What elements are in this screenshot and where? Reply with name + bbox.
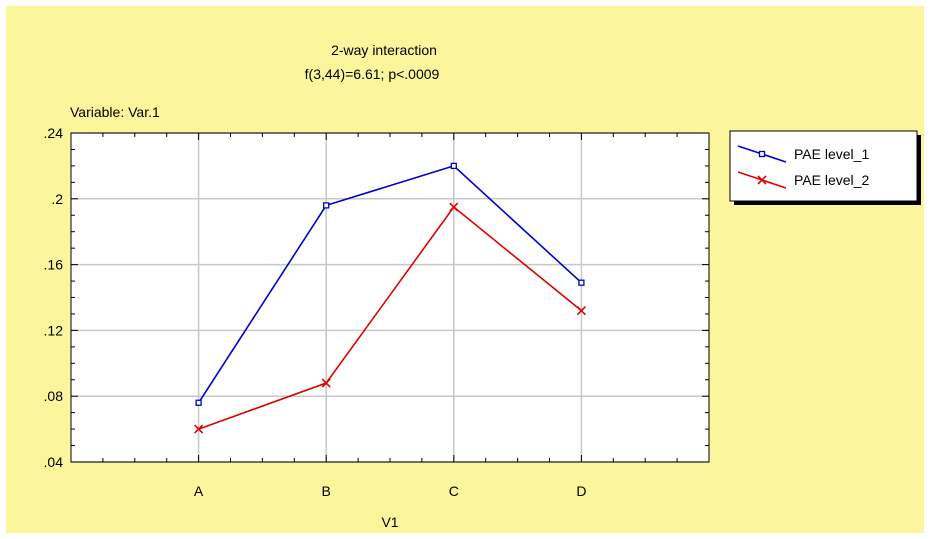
x-tick-label: A	[194, 483, 204, 499]
point-marker	[757, 175, 767, 185]
point-marker-stroke	[576, 306, 586, 316]
y-tick-label: .04	[44, 454, 64, 470]
legend-item: PAE level_2	[737, 171, 869, 189]
point-marker	[576, 306, 586, 316]
point-marker	[321, 378, 331, 388]
series-line	[198, 205, 582, 430]
y-tick-label: .16	[44, 257, 64, 273]
point-marker	[323, 202, 330, 209]
y-tick-label: .24	[44, 125, 64, 141]
point-marker	[450, 162, 457, 170]
y-tick-label: .12	[44, 322, 64, 338]
y-tick-label: .08	[44, 388, 64, 404]
point-marker-stroke	[757, 175, 767, 185]
point-marker	[758, 150, 766, 158]
point-marker	[194, 424, 204, 434]
series-1	[195, 162, 585, 406]
plot-background	[71, 133, 709, 462]
x-axis-label: V1	[381, 514, 398, 530]
point-marker	[195, 399, 202, 406]
plot-frame	[70, 132, 710, 463]
x-tick-label: B	[322, 483, 331, 499]
series-2	[194, 202, 586, 434]
point-marker-stroke	[321, 378, 331, 388]
x-tick-label: C	[449, 483, 459, 499]
legend-item: PAE level_1	[737, 145, 869, 163]
legend: PAE level_1 PAE level_2	[729, 130, 921, 205]
chart-subtitle: f(3,44)=6.61; p<.0009	[305, 66, 440, 82]
point-marker	[578, 279, 585, 286]
chart-title: 2-way interaction	[331, 42, 437, 58]
legend-box	[729, 130, 918, 202]
point-marker-stroke	[194, 424, 204, 434]
point-marker	[449, 202, 459, 212]
point-marker-stroke	[449, 202, 459, 212]
series-line	[197, 165, 582, 404]
y-tick-label: .2	[51, 191, 63, 207]
variable-label: Variable: Var.1	[70, 104, 160, 120]
plot-area: .04 .08 .12 .16 .2 .24 A B C D	[44, 125, 710, 499]
x-tick-label: D	[576, 483, 586, 499]
legend-label: PAE level_1	[794, 146, 869, 162]
legend-label: PAE level_2	[794, 172, 869, 188]
